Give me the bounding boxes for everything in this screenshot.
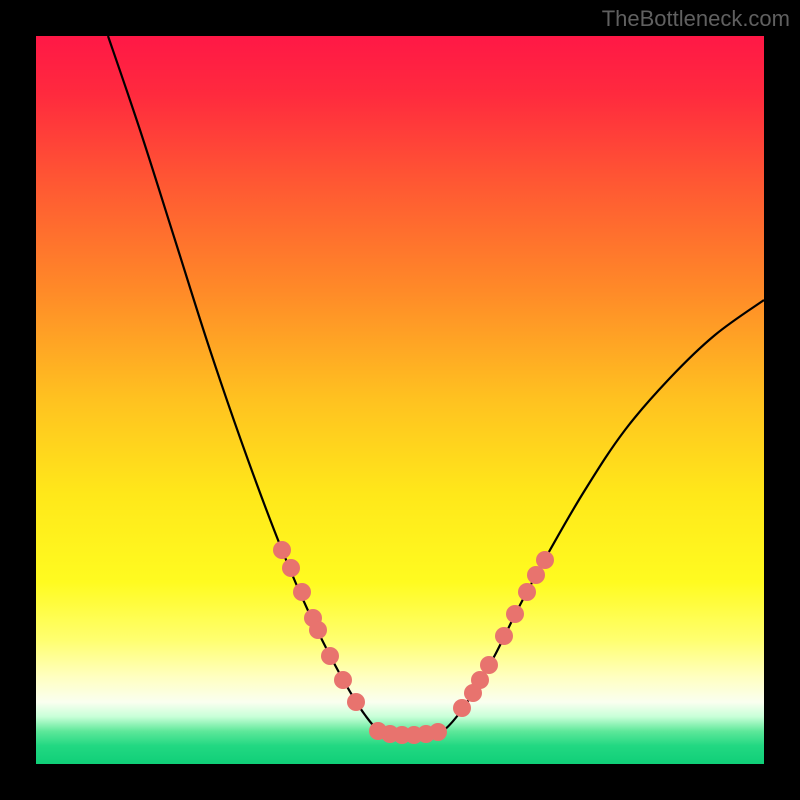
watermark-text: TheBottleneck.com (602, 6, 790, 32)
bottleneck-chart (0, 0, 800, 800)
data-marker (273, 541, 291, 559)
data-marker (309, 621, 327, 639)
data-marker (321, 647, 339, 665)
data-marker (429, 723, 447, 741)
data-marker (282, 559, 300, 577)
data-marker (453, 699, 471, 717)
data-marker (334, 671, 352, 689)
data-marker (506, 605, 524, 623)
data-marker (536, 551, 554, 569)
data-marker (471, 671, 489, 689)
data-marker (347, 693, 365, 711)
data-marker (518, 583, 536, 601)
data-marker (293, 583, 311, 601)
data-marker (495, 627, 513, 645)
data-marker (480, 656, 498, 674)
data-marker (527, 566, 545, 584)
